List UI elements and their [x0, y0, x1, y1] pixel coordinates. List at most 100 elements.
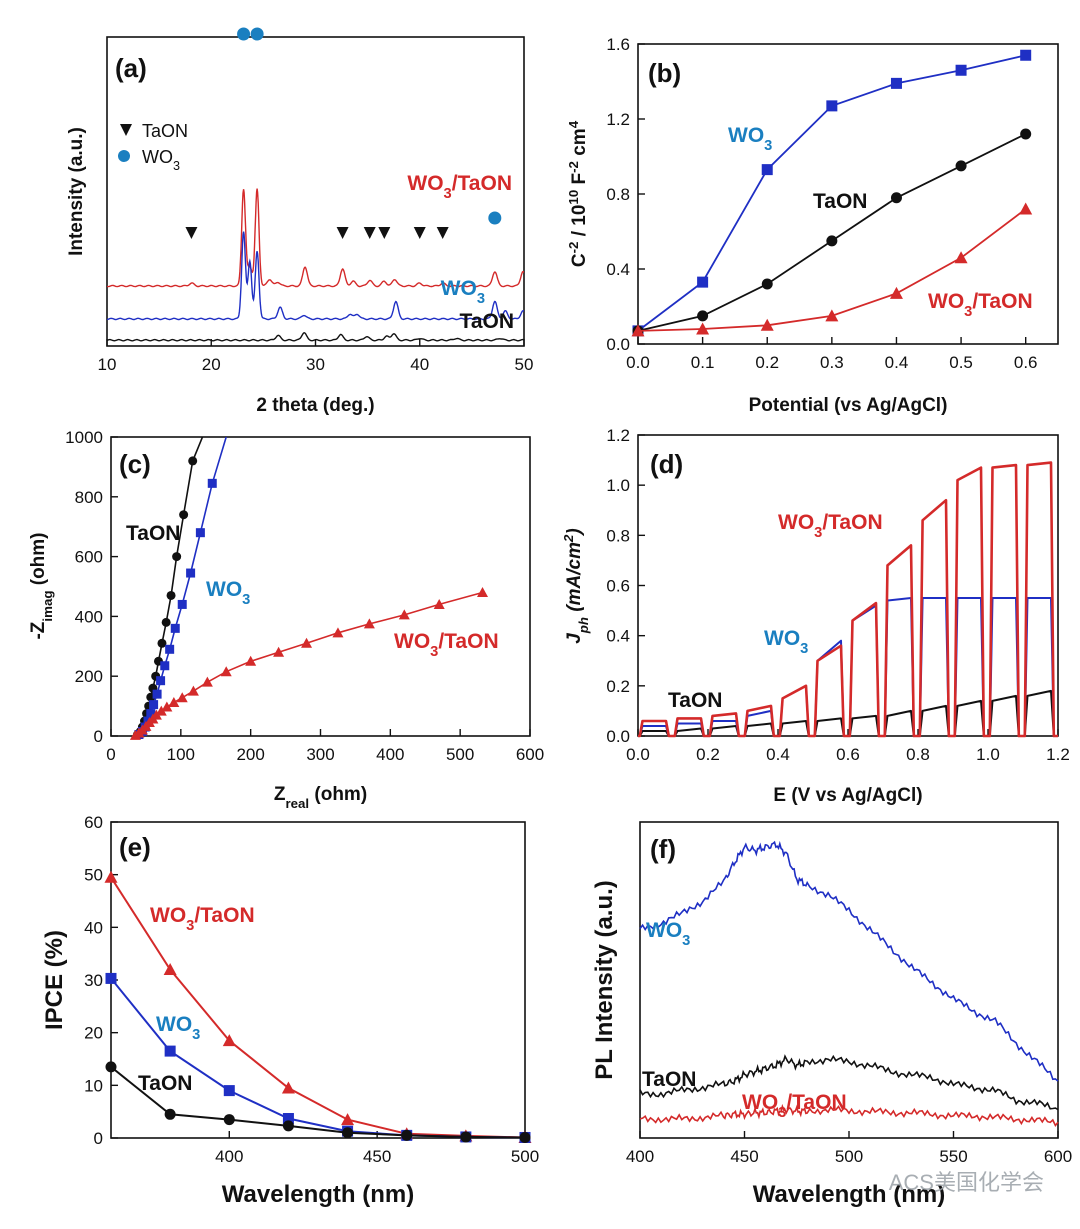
panel-a-taon-marker [436, 227, 449, 239]
panel-c-TaON-point [172, 552, 182, 562]
panel-b-xtick-label: 0.5 [949, 353, 973, 372]
panel-c-xlabel-part: real [285, 796, 309, 811]
panel-e-ytick-label: 0 [94, 1129, 103, 1148]
panel-a-wo3-marker [488, 211, 502, 225]
panel-c-WO3-TaON-point [301, 637, 313, 648]
panel-f-label-wo3-taon-part: WO [742, 1091, 778, 1114]
panel-c-WO3-TaON-point [161, 701, 173, 712]
panel-d-xtick-label: 0.2 [696, 745, 720, 764]
panel-a-legend-wo3: WO3 [142, 147, 180, 173]
panel-e-TaON-point [342, 1127, 354, 1139]
panel-c-WO3-point [160, 661, 170, 671]
panel-c-ylabel-part: imag [40, 591, 55, 622]
panel-e-WO3-TaON-point [281, 1081, 295, 1094]
panel-c-xtick-label: 200 [236, 745, 264, 764]
panel-b-ylabel-part: F [569, 173, 590, 190]
panel-f-ylabel: PL Intensity (a.u.) [591, 880, 618, 1080]
panel-b-xlabel: Potential (vs Ag/AgCl) [749, 395, 948, 416]
panel-d-WO3-TaON-line [638, 461, 1058, 738]
panel-c-ytick-label: 800 [75, 488, 103, 507]
panel-c-WO3-TaON-point [332, 627, 344, 638]
panel-c-ytick-label: 400 [75, 607, 103, 626]
panel-f-label-wo3-part: WO [646, 919, 682, 942]
panel-e-label-wo3-part: 3 [192, 1027, 200, 1043]
panel-c-xtick-label: 0 [106, 745, 115, 764]
panel-e-ylabel: IPCE (%) [41, 930, 68, 1030]
panel-f-label-taon-part: TaON [642, 1068, 696, 1091]
panel-a-label: (a) [115, 53, 147, 83]
panel-d-ylabel-part: J [564, 633, 585, 644]
panel-c-label-wo3-taon: WO3/TaON [394, 630, 499, 660]
panel-c-WO3-TaON-point [363, 618, 375, 629]
panel-c-WO3-point [149, 700, 159, 710]
panel-d-ylabel-part: (mA/cm [564, 542, 585, 617]
panel-b-TaON-point [826, 235, 838, 247]
panel-c-ylabel-part: (ohm) [28, 532, 49, 590]
panel-f-xtick-label: 550 [939, 1147, 967, 1166]
panel-c-WO3-TaON-point [433, 598, 445, 609]
panel-b-label-wo3-part: 3 [764, 138, 772, 154]
panel-f-xlabel: Wavelength (nm) [753, 1181, 945, 1208]
panel-d-xtick-label: 1.2 [1046, 745, 1070, 764]
panel-c-ylabel-part: -Z [28, 621, 49, 639]
panel-e-WO3-point [164, 1045, 176, 1057]
panel-a-legend-circle-icon [118, 150, 130, 162]
panel-c-TaON-point [188, 456, 198, 466]
panel-b-ytick-label: 1.6 [606, 35, 630, 54]
panel-c-WO3-TaON-point [477, 586, 489, 597]
panel-e-xtick-label: 450 [363, 1147, 391, 1166]
panel-a-taon-marker [336, 227, 349, 239]
panel-a-series-WO3-TaON [107, 188, 524, 288]
panel-d-label-taon: TaON [668, 689, 722, 712]
panel-b-ytick-label: 0.4 [606, 260, 630, 279]
panel-b-TaON-point [890, 192, 902, 204]
panel-e-TaON-point [164, 1108, 176, 1120]
panel-c-WO3-point [152, 689, 162, 699]
panel-e-WO3-TaON-point [104, 870, 118, 883]
panel-b-xtick-label: 0.3 [820, 353, 844, 372]
panel-e-label-wo3: WO3 [156, 1013, 200, 1043]
panel-e-TaON-point [282, 1120, 294, 1132]
panel-d-xlabel: E (V vs Ag/AgCl) [773, 785, 922, 806]
panel-c-WO3-TaON-line [134, 591, 483, 736]
panel-c-xtick-label: 300 [306, 745, 334, 764]
panel-b-WO3-point [1020, 49, 1032, 61]
panel-a-series-TaON [107, 332, 524, 342]
panel-c-xtick-label: 400 [376, 745, 404, 764]
panel-c-WO3-point [207, 478, 217, 488]
panel-a-xtick-label: 20 [202, 355, 221, 374]
panel-c-label-wo3-taon-part: 3 [430, 644, 438, 660]
panel-c-WO3-point [146, 709, 156, 719]
panel-e-TaON-point [223, 1114, 235, 1126]
panel-e: 400 450 500 0 10 20 30 40 50 60 (e) Wavelength (nm)… [41, 813, 539, 1208]
panel-a-series-label-part: WO [407, 172, 443, 195]
panel-b-WO3-TaON-point [954, 251, 968, 264]
panel-c-label-wo3-part: WO [206, 578, 242, 601]
panel-e-label-taon: TaON [138, 1072, 192, 1095]
panel-a-series-label: TaON [460, 310, 514, 333]
panel-c-ytick-label: 1000 [65, 428, 103, 447]
panel-a-xtick-label: 30 [306, 355, 325, 374]
panel-b-label-wo3: WO3 [728, 124, 772, 154]
panel-d-xtick-label: 0.4 [766, 745, 790, 764]
panel-e-TaON-point [519, 1131, 531, 1143]
panel-b-TaON-point [1020, 128, 1032, 140]
panel-b-label-wo3-taon-part: /TaON [972, 290, 1032, 313]
panel-b-ylabel-part: / 10 [569, 205, 590, 242]
panel-a-legend-triangle-icon [120, 124, 132, 136]
panel-f-label-wo3: WO3 [646, 919, 690, 949]
panel-a-xlabel: 2 theta (deg.) [256, 395, 374, 416]
panel-b-label-wo3-taon: WO3/TaON [928, 290, 1033, 320]
panel-e-TaON-line [110, 1066, 526, 1139]
panel-f-xtick-label: 500 [835, 1147, 863, 1166]
panel-e-WO3-point [105, 972, 117, 984]
panel-c-WO3-TaON-point [273, 646, 285, 657]
panel-c-WO3-TaON-point [245, 655, 257, 666]
panel-b-xtick-label: 0.0 [626, 353, 650, 372]
panel-a-series-label: WO3/TaON [407, 172, 512, 202]
panel-d: 0.0 0.2 0.4 0.6 0.8 1.0 1.2 0.0 0.2 0.4 0.6 0.8 1.0 1… [561, 426, 1070, 806]
panel-c-WO3-point [165, 644, 175, 654]
panel-b-xtick-label: 0.6 [1014, 353, 1038, 372]
panel-e-label-wo3-taon-part: /TaON [194, 904, 254, 927]
